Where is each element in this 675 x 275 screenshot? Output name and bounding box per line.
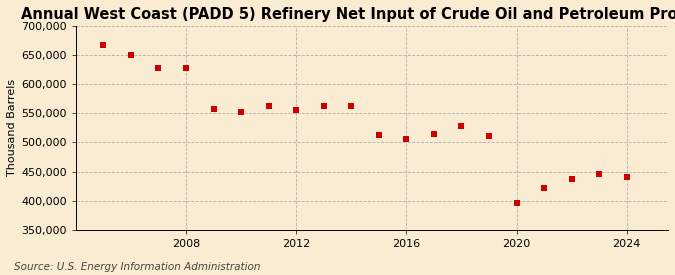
Text: Source: U.S. Energy Information Administration: Source: U.S. Energy Information Administ… — [14, 262, 260, 272]
Title: Annual West Coast (PADD 5) Refinery Net Input of Crude Oil and Petroleum Product: Annual West Coast (PADD 5) Refinery Net … — [21, 7, 675, 22]
Y-axis label: Thousand Barrels: Thousand Barrels — [7, 79, 17, 176]
